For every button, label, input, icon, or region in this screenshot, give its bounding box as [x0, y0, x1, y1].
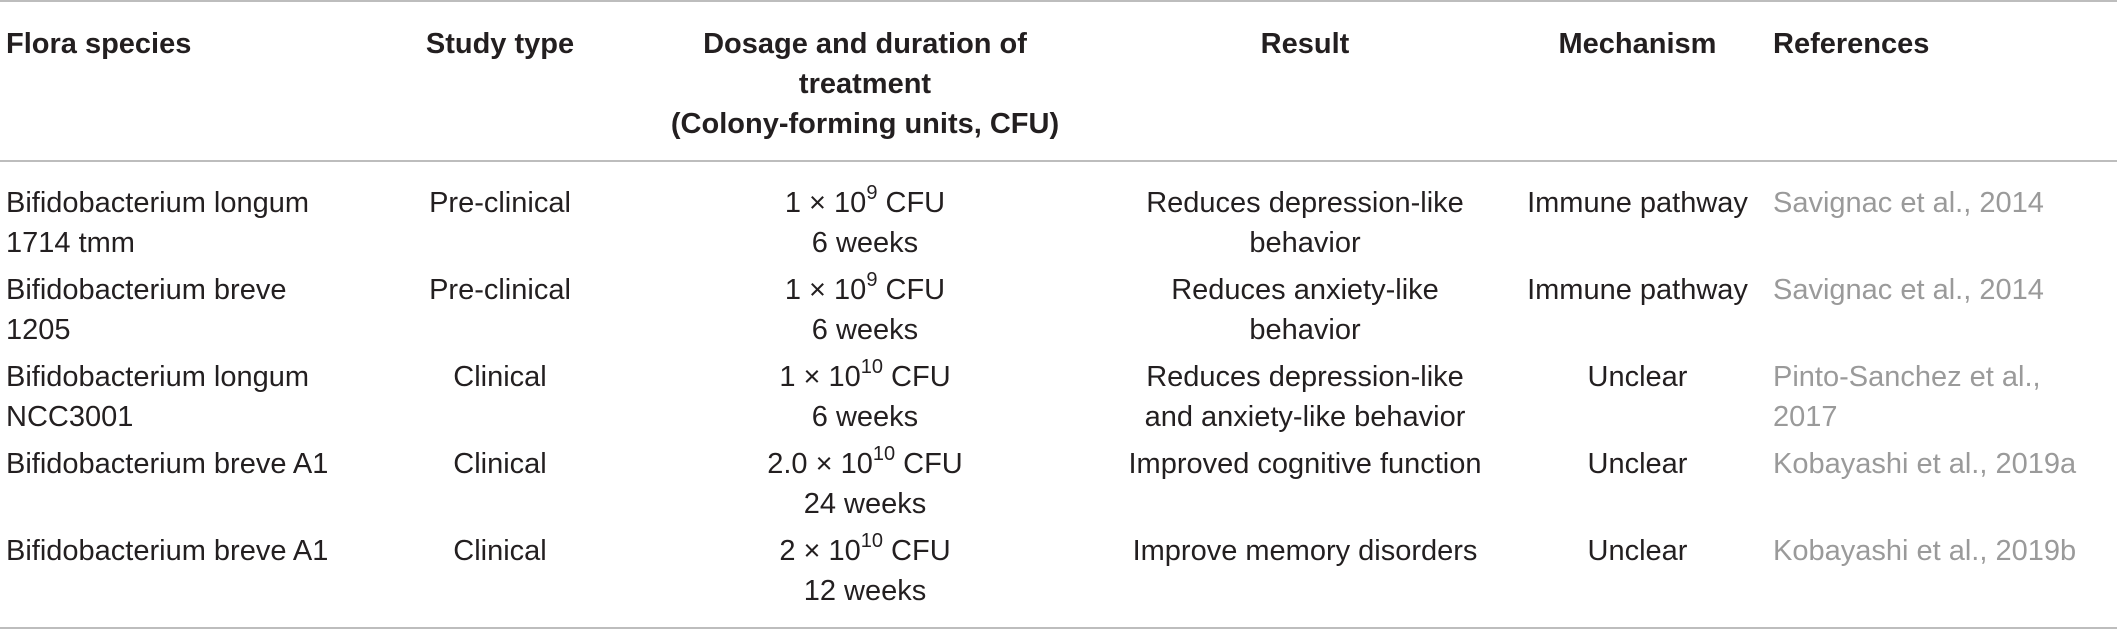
- header-mechanism: Mechanism: [1558, 28, 1717, 60]
- table-header: Flora species Study type Dosage and dura…: [0, 1, 2117, 161]
- dose-duration: 6 weeks: [811, 401, 919, 433]
- cell-flora-species: Bifidobacterium breve 1205: [0, 270, 370, 357]
- dose-duration: 12 weeks: [803, 575, 927, 607]
- header-flora-species: Flora species: [6, 28, 192, 60]
- dose-duration: 6 weeks: [811, 227, 919, 259]
- flora-line1: Bifidobacterium longum: [6, 187, 310, 219]
- cell-flora-species: Bifidobacterium longum 1714 tmm: [0, 161, 370, 270]
- cell-dosage: 1 × 109 CFU 6 weeks: [630, 270, 1100, 357]
- flora-line1: Bifidobacterium breve A1: [6, 448, 329, 480]
- cell-result: Reduces depression-like and anxiety-like…: [1100, 357, 1510, 444]
- dose-unit: CFU: [877, 274, 946, 306]
- cell-study-type: Clinical: [453, 361, 547, 393]
- cell-reference-link[interactable]: Kobayashi et al., 2019b: [1765, 531, 2117, 628]
- result-line2: behavior: [1249, 227, 1361, 259]
- dose-exponent: 10: [860, 356, 883, 379]
- dose-exponent: 9: [866, 182, 878, 205]
- dose-value: 1 × 109 CFU: [638, 270, 1092, 310]
- header-result: Result: [1260, 28, 1350, 60]
- table-row: Bifidobacterium longum 1714 tmm Pre-clin…: [0, 161, 2117, 270]
- header-dosage-line1: Dosage and duration of treatment: [703, 28, 1027, 100]
- cell-reference-link[interactable]: Savignac et al., 2014: [1765, 270, 2117, 357]
- flora-line2: 1205: [6, 314, 71, 346]
- flora-line1: Bifidobacterium breve: [6, 274, 287, 306]
- ref-line2[interactable]: 2017: [1773, 401, 1838, 433]
- cell-mechanism: Unclear: [1587, 535, 1688, 567]
- dose-unit: CFU: [877, 187, 946, 219]
- table-row: Bifidobacterium longum NCC3001 Clinical …: [0, 357, 2117, 444]
- cell-flora-species: Bifidobacterium breve A1: [0, 531, 370, 628]
- cell-mechanism: Immune pathway: [1527, 187, 1748, 219]
- flora-line1: Bifidobacterium longum: [6, 361, 310, 393]
- flora-line2: 1714 tmm: [6, 227, 135, 259]
- header-row: Flora species Study type Dosage and dura…: [0, 1, 2117, 161]
- cell-dosage: 2.0 × 1010 CFU 24 weeks: [630, 444, 1100, 531]
- dose-value: 1 × 1010 CFU: [638, 357, 1092, 397]
- cell-flora-species: Bifidobacterium longum NCC3001: [0, 357, 370, 444]
- table-body: Bifidobacterium longum 1714 tmm Pre-clin…: [0, 161, 2117, 628]
- header-dosage-line2: (Colony-forming units, CFU): [670, 108, 1060, 140]
- result-line2: and anxiety-like behavior: [1144, 401, 1466, 433]
- dose-value: 2.0 × 1010 CFU: [638, 444, 1092, 484]
- cell-result: Improved cognitive function: [1100, 444, 1510, 531]
- cell-reference-link[interactable]: Kobayashi et al., 2019a: [1765, 444, 2117, 531]
- cell-result: Reduces anxiety-like behavior: [1100, 270, 1510, 357]
- dose-duration: 24 weeks: [803, 488, 927, 520]
- table-row: Bifidobacterium breve A1 Clinical 2.0 × …: [0, 444, 2117, 531]
- flora-line2: NCC3001: [6, 401, 134, 433]
- cell-flora-species: Bifidobacterium breve A1: [0, 444, 370, 531]
- cell-study-type: Clinical: [453, 448, 547, 480]
- cell-mechanism: Unclear: [1587, 448, 1688, 480]
- ref-line1[interactable]: Savignac et al., 2014: [1773, 274, 2044, 306]
- header-dosage: Dosage and duration of treatment (Colony…: [630, 1, 1100, 161]
- cell-study-type: Pre-clinical: [429, 274, 571, 306]
- result-line1: Improve memory disorders: [1132, 535, 1478, 567]
- ref-line1[interactable]: Kobayashi et al., 2019b: [1773, 535, 2077, 567]
- dose-exponent: 10: [872, 443, 896, 466]
- header-references: References: [1773, 28, 1930, 60]
- dose-base: 1 × 10: [779, 361, 861, 393]
- result-line1: Reduces depression-like: [1146, 361, 1464, 393]
- dose-base: 1 × 10: [784, 187, 867, 219]
- cell-study-type: Clinical: [453, 535, 547, 567]
- cell-mechanism: Immune pathway: [1527, 274, 1748, 306]
- cell-reference-link[interactable]: Pinto-Sanchez et al., 2017: [1765, 357, 2117, 444]
- cell-mechanism: Unclear: [1587, 361, 1688, 393]
- dose-base: 2 × 10: [779, 535, 861, 567]
- dose-base: 1 × 10: [784, 274, 867, 306]
- flora-line1: Bifidobacterium breve A1: [6, 535, 329, 567]
- result-line1: Reduces depression-like: [1146, 187, 1464, 219]
- cell-dosage: 1 × 1010 CFU 6 weeks: [630, 357, 1100, 444]
- header-study-type: Study type: [425, 28, 575, 60]
- dose-unit: CFU: [883, 535, 951, 567]
- dose-unit: CFU: [895, 448, 963, 480]
- result-line2: behavior: [1249, 314, 1361, 346]
- dose-exponent: 10: [860, 530, 883, 553]
- cell-result: Improve memory disorders: [1100, 531, 1510, 628]
- table-row: Bifidobacterium breve 1205 Pre-clinical …: [0, 270, 2117, 357]
- cell-reference-link[interactable]: Savignac et al., 2014: [1765, 161, 2117, 270]
- dose-base: 2.0 × 10: [767, 448, 873, 480]
- dose-duration: 6 weeks: [811, 314, 919, 346]
- cell-result: Reduces depression-like behavior: [1100, 161, 1510, 270]
- result-line1: Reduces anxiety-like: [1171, 274, 1439, 306]
- ref-line1[interactable]: Savignac et al., 2014: [1773, 187, 2044, 219]
- dose-exponent: 9: [866, 269, 878, 292]
- ref-line1[interactable]: Kobayashi et al., 2019a: [1773, 448, 2077, 480]
- dose-value: 1 × 109 CFU: [638, 183, 1092, 223]
- dose-unit: CFU: [883, 361, 951, 393]
- cell-study-type: Pre-clinical: [429, 187, 571, 219]
- result-line1: Improved cognitive function: [1128, 448, 1482, 480]
- cell-dosage: 1 × 109 CFU 6 weeks: [630, 161, 1100, 270]
- dose-value: 2 × 1010 CFU: [638, 531, 1092, 571]
- ref-line1[interactable]: Pinto-Sanchez et al.,: [1773, 361, 2041, 393]
